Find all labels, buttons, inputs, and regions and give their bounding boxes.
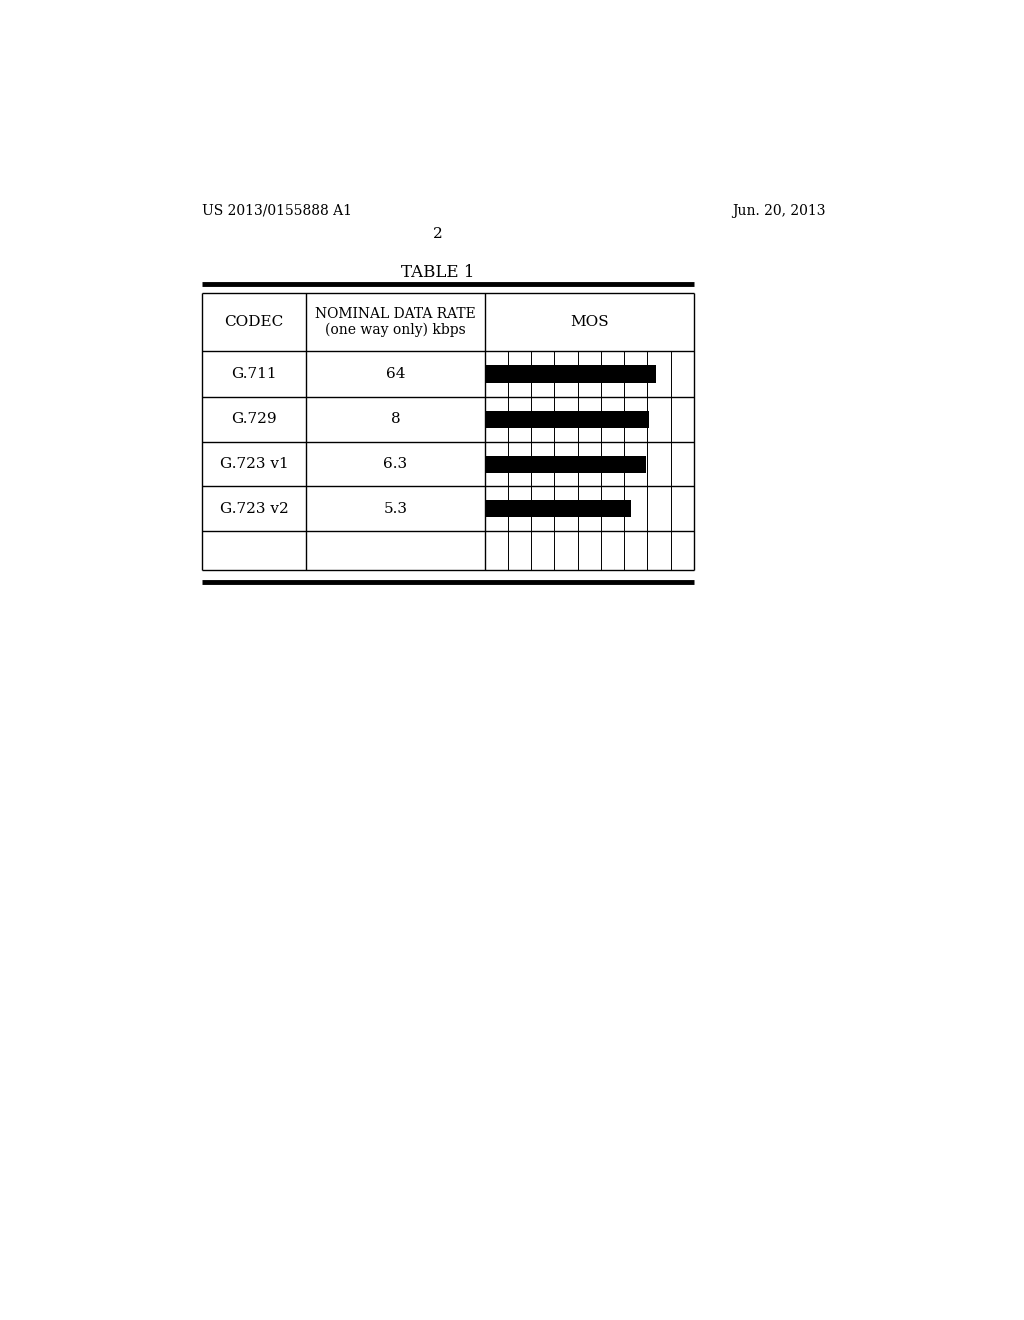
Text: CODEC: CODEC (224, 315, 284, 329)
Text: G.729: G.729 (231, 412, 276, 426)
Text: US 2013/0155888 A1: US 2013/0155888 A1 (202, 203, 351, 218)
Text: NOMINAL DATA RATE: NOMINAL DATA RATE (315, 308, 476, 321)
Text: 2: 2 (433, 227, 442, 240)
Bar (484, 455, 645, 473)
Text: 64: 64 (386, 367, 406, 381)
Text: (one way only) kbps: (one way only) kbps (325, 322, 466, 337)
Text: 5.3: 5.3 (383, 502, 408, 516)
Text: G.711: G.711 (231, 367, 276, 381)
Text: G.723 v1: G.723 v1 (219, 457, 289, 471)
Text: TABLE 1: TABLE 1 (401, 264, 475, 281)
Text: MOS: MOS (569, 315, 608, 329)
Text: 6.3: 6.3 (383, 457, 408, 471)
Bar (484, 411, 648, 428)
Text: 8: 8 (390, 412, 400, 426)
Bar (484, 366, 656, 383)
Bar (484, 500, 631, 517)
Text: G.723 v2: G.723 v2 (219, 502, 289, 516)
Text: Jun. 20, 2013: Jun. 20, 2013 (732, 203, 825, 218)
